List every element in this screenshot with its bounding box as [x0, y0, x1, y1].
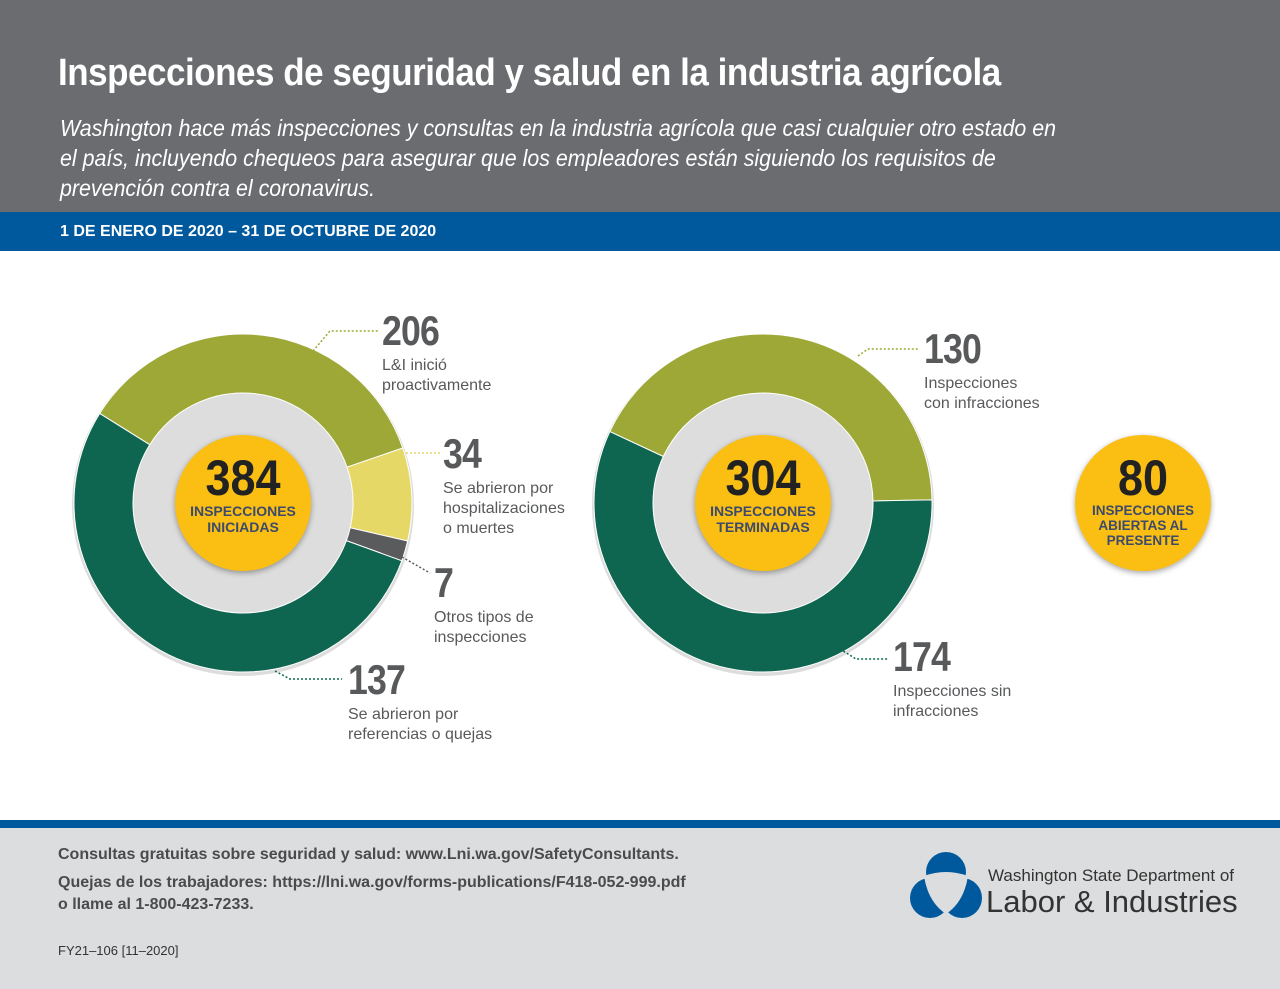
consultations-line: Consultas gratuitas sobre seguridad y sa… — [58, 846, 679, 863]
label-7: 7 Otros tipos de inspecciones — [434, 562, 534, 648]
data-label: 206 — [382, 307, 440, 354]
label-137: 137 Se abrieron por referencias o quejas — [348, 659, 492, 745]
series-label: L&I inició proactivamente — [382, 357, 492, 394]
label-34: 34 Se abrieron por hospitalizaciones o mu… — [443, 433, 565, 539]
complaints-line: Quejas de los trabajadores: https://lni.… — [58, 874, 686, 891]
series-label: Inspecciones sin infracciones — [893, 683, 1012, 720]
center-total-open: 80 INSPECCIONES ABIERTAS AL PRESENTE — [1075, 435, 1211, 571]
leader-line — [312, 330, 378, 352]
phone-line: o llame al 1-800-423-7233. — [58, 896, 254, 913]
data-label: 137 — [348, 656, 406, 703]
leader-line — [274, 670, 342, 680]
label-174: 174 Inspecciones sin infracciones — [893, 636, 1011, 722]
series-label: Se abrieron por referencias o quejas — [348, 706, 493, 743]
leader-line — [839, 648, 888, 660]
donut-segment-137 — [73, 412, 403, 673]
lni-logo-icon — [910, 852, 982, 918]
series-label: Otros tipos de inspecciones — [434, 609, 534, 646]
header: Inspecciones de seguridad y salud en la … — [0, 0, 1280, 212]
total-value: 384 — [205, 450, 281, 506]
footer: Consultas gratuitas sobre seguridad y sa… — [0, 820, 1280, 989]
total-value: 304 — [725, 450, 801, 506]
date-range: 1 DE ENERO DE 2020 – 31 DE OCTUBRE DE 20… — [0, 212, 1280, 251]
data-label: 174 — [893, 633, 951, 680]
donut-segment-206 — [98, 333, 404, 468]
data-label: 130 — [924, 325, 982, 372]
page-title: Inspecciones de seguridad y salud en la … — [58, 52, 1001, 94]
total-label: INSPECCIONES TERMINADAS — [710, 503, 816, 535]
donut-segment-130 — [609, 333, 933, 502]
data-label: 7 — [434, 559, 454, 606]
logo-line2: Labor & Industries — [986, 884, 1238, 919]
label-206: 206 L&I inició proactivamente — [382, 310, 491, 396]
leader-line — [394, 552, 431, 574]
series-label: Se abrieron por hospitalizaciones o muer… — [443, 480, 565, 537]
total-label: INSPECCIONES ABIERTAS AL PRESENTE — [1091, 503, 1195, 548]
label-130: 130 Inspecciones con infracciones — [924, 328, 1040, 414]
total-value: 80 — [1117, 450, 1169, 506]
logo-line1: Washington State Department of — [988, 866, 1235, 885]
data-label: 34 — [443, 430, 482, 477]
subtitle: Washington hace más inspecciones y consu… — [60, 115, 1057, 201]
publication-code: FY21–106 [11–2020] — [58, 943, 179, 958]
series-label: Inspecciones con infracciones — [924, 375, 1040, 412]
center-total-initiated: 384 INSPECCIONES INICIADAS — [175, 435, 311, 571]
donut-segment-174 — [593, 430, 933, 673]
leader-line — [857, 348, 918, 357]
donut-charts — [72, 330, 934, 680]
total-label: INSPECCIONES INICIADAS — [190, 503, 296, 535]
center-total-completed: 304 INSPECCIONES TERMINADAS — [695, 435, 831, 571]
